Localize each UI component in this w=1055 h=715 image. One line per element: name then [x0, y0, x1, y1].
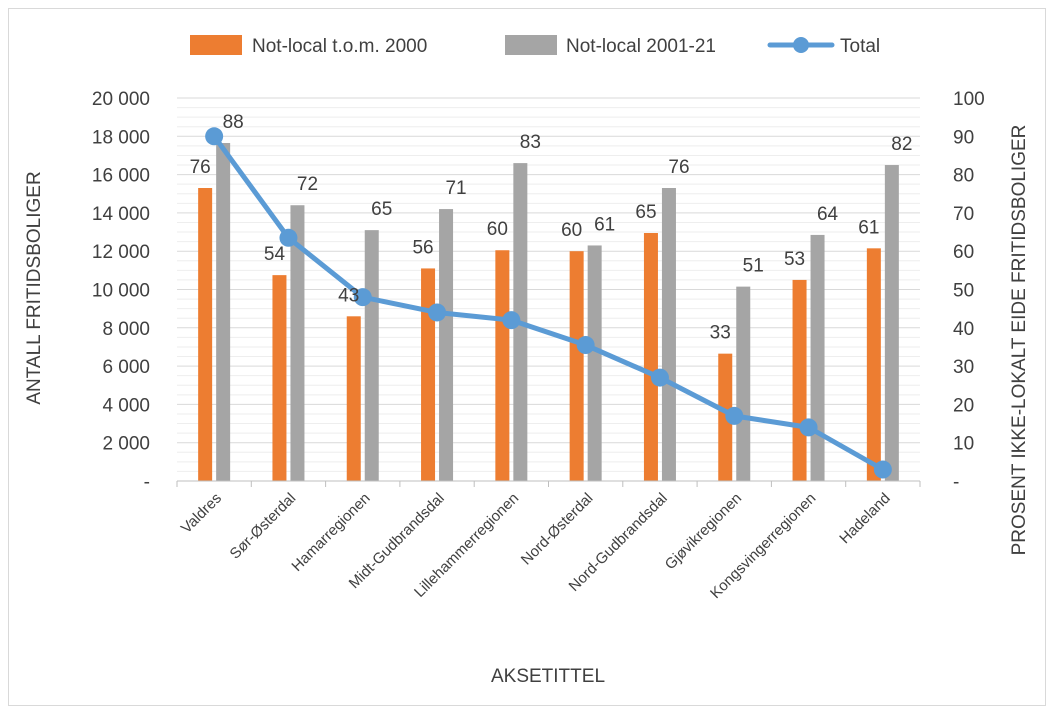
data-label: 82 [891, 134, 912, 155]
bar [272, 275, 287, 481]
bar [718, 353, 733, 481]
bar [810, 234, 825, 481]
y2-tick-label: 70 [953, 204, 974, 225]
data-label: 54 [264, 244, 286, 265]
bar [364, 230, 379, 481]
y-tick-label: 10 000 [92, 281, 150, 302]
category-label: Nord-Østerdal [518, 490, 597, 569]
legend-swatch [505, 35, 557, 55]
bar [587, 245, 602, 481]
y2-tick-label: 50 [953, 281, 974, 302]
legend-marker [793, 37, 809, 53]
total-line [205, 127, 892, 479]
data-label: 83 [520, 132, 541, 153]
y-tick-label: 18 000 [92, 127, 150, 148]
data-label: 65 [635, 202, 656, 223]
data-label: 88 [223, 112, 244, 133]
y-tick-label: - [144, 472, 150, 493]
total-point [799, 418, 818, 437]
x-axis-title: AKSETITTEL [491, 666, 605, 687]
axes [176, 480, 921, 487]
y-tick-label: 4 000 [102, 395, 150, 416]
y-tick-label: 8 000 [102, 319, 150, 340]
data-label: 33 [710, 323, 731, 344]
legend-label: Not-local t.o.m. 2000 [252, 36, 427, 57]
y2-tick-label: 40 [953, 319, 974, 340]
bar [346, 316, 361, 481]
y2-tick-label: - [953, 472, 959, 493]
bars [198, 143, 899, 482]
category-label: Hadeland [836, 490, 893, 547]
y-tick-label: 14 000 [92, 204, 150, 225]
category-label: Sør-Østerdal [227, 490, 300, 563]
category-label: Hamarregionen [288, 490, 373, 575]
total-point [725, 406, 744, 425]
y-tick-label: 16 000 [92, 166, 150, 187]
bar [866, 248, 881, 481]
bar [290, 205, 305, 482]
data-label: 72 [297, 174, 318, 195]
data-label: 61 [594, 214, 615, 235]
bar [198, 188, 213, 481]
data-label: 51 [743, 256, 764, 277]
data-label: 64 [817, 204, 839, 225]
total-point [205, 127, 224, 146]
y2-axis-title: PROSENT IKKE-LOKALT EIDE FRITIDSBOLIGER [1009, 125, 1030, 556]
total-point [428, 303, 447, 322]
y-tick-label: 6 000 [102, 357, 150, 378]
y2-tick-label: 20 [953, 395, 974, 416]
y2-tick-label: 30 [953, 357, 974, 378]
total-point [279, 228, 298, 247]
data-label: 60 [487, 219, 508, 240]
bar [736, 286, 751, 481]
total-point [353, 288, 372, 307]
bar [439, 209, 454, 481]
data-labels: 76 88 54 72 43 65 56 71 60 83 60 61 65 76 33 51 53 64 61 82 [190, 112, 913, 344]
total-point [576, 336, 595, 355]
bar [495, 250, 510, 481]
bar [569, 251, 584, 481]
legend-swatch [190, 35, 242, 55]
category-label: Gjøvikregionen [662, 490, 745, 573]
data-label: 56 [412, 237, 433, 258]
category-labels: Valdres Sør-ØsterdalHamarregionenMidt-Gud… [178, 490, 894, 602]
bar [216, 143, 231, 481]
data-label: 61 [858, 217, 879, 238]
y-tick-label: 12 000 [92, 242, 150, 263]
bar [884, 165, 899, 481]
y2-tick-label: 10 [953, 434, 974, 455]
y-tick-label: 20 000 [92, 89, 150, 110]
gridlines [177, 97, 920, 472]
total-line-path [211, 133, 886, 473]
total-point [873, 460, 892, 479]
y-axis-title: ANTALL FRITIDSBOLIGER [24, 171, 45, 404]
bar [661, 188, 676, 481]
data-label: 43 [338, 285, 359, 306]
data-label: 60 [561, 220, 582, 241]
y2-tick-label: 90 [953, 127, 974, 148]
data-label: 71 [445, 178, 466, 199]
legend-label: Not-local 2001-21 [566, 36, 716, 57]
category-label: Valdres [178, 490, 225, 537]
y-tick-label: 2 000 [102, 434, 150, 455]
tick-labels: - 2 000 4 000 6 000 8 000 10 000 12 000 14 000 1… [92, 89, 985, 493]
data-label: 65 [371, 199, 392, 220]
data-label: 76 [668, 157, 689, 178]
total-point [650, 368, 669, 387]
bar [792, 279, 807, 481]
bar [643, 233, 658, 481]
total-point [502, 311, 521, 330]
data-label: 76 [190, 157, 211, 178]
y2-tick-label: 60 [953, 242, 974, 263]
y2-tick-label: 100 [953, 89, 985, 110]
legend: Not-local t.o.m. 2000 Not-local 2001-21 To… [190, 35, 880, 57]
data-label: 53 [784, 249, 805, 270]
y2-tick-label: 80 [953, 166, 974, 187]
bar [421, 268, 436, 481]
legend-label: Total [840, 36, 880, 57]
